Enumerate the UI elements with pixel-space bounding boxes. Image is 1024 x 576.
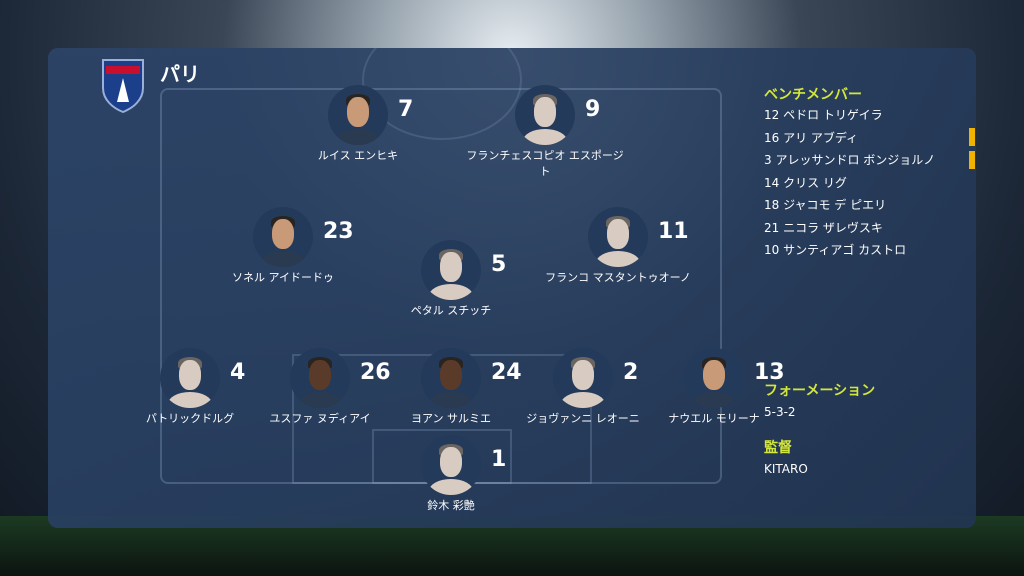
bench-item[interactable]: 18 ジャコモ デ ピエリ bbox=[764, 198, 887, 212]
player-slot[interactable]: 2 ジョヴァンニ レオーニ bbox=[523, 348, 643, 438]
player-slot[interactable]: 13 ナウエル モリーナ bbox=[654, 348, 785, 438]
player-name: ユスファ ヌディアイ bbox=[269, 412, 371, 425]
bench-item[interactable]: 21 ニコラ ザレヴスキ bbox=[764, 220, 883, 235]
player-slot[interactable]: 7 ルイス エンヒキ bbox=[298, 85, 418, 175]
player-avatar bbox=[421, 240, 481, 300]
bench-item[interactable]: 10 サンティアゴ カストロ bbox=[764, 243, 907, 257]
player-number: 2 bbox=[623, 360, 639, 385]
player-number: 11 bbox=[658, 219, 689, 244]
player-avatar bbox=[328, 85, 388, 145]
player-avatar bbox=[684, 348, 744, 408]
club-logo bbox=[102, 59, 144, 114]
side-info: ベンチメンバー 12 ペドロ トリゲイラ 16 アリ アブディ 3 アレッサンドロ … bbox=[764, 84, 964, 476]
player-number: 13 bbox=[754, 360, 785, 385]
player-name: ソネル アイドードゥ bbox=[232, 271, 334, 284]
bench-item[interactable]: 14 クリス リグ bbox=[764, 175, 847, 190]
manager-title: 監督 bbox=[764, 439, 792, 456]
player-slot[interactable]: 5 ペタル スチッチ bbox=[391, 240, 511, 330]
player-avatar bbox=[515, 85, 575, 145]
player-number: 7 bbox=[398, 97, 414, 122]
player-name: ジョヴァンニ レオーニ bbox=[526, 412, 640, 425]
player-number: 4 bbox=[230, 360, 246, 385]
team-name: パリ bbox=[160, 62, 200, 86]
player-name: ナウエル モリーナ bbox=[668, 412, 760, 425]
player-number: 23 bbox=[323, 219, 354, 244]
player-slot[interactable]: 24 ヨアン サルミエ bbox=[391, 348, 522, 438]
player-name: 鈴木 彩艶 bbox=[427, 499, 475, 512]
player-slot[interactable]: 4 パトリックドルグ bbox=[130, 348, 250, 438]
player-name: フランチェスコピオ エスポージト bbox=[466, 149, 624, 178]
lineup-panel: パリ 7 ルイス エンヒキ 9 フランチェスコピオ エスポージト 23 ソネル … bbox=[48, 48, 976, 528]
player-name: ペタル スチッチ bbox=[410, 304, 492, 317]
bench-marker bbox=[969, 128, 975, 146]
player-number: 26 bbox=[360, 360, 391, 385]
player-avatar bbox=[160, 348, 220, 408]
player-name: フランコ マスタントゥオーノ bbox=[545, 271, 691, 284]
player-number: 24 bbox=[491, 360, 522, 385]
player-slot[interactable]: 23 ソネル アイドードゥ bbox=[223, 207, 354, 297]
player-slot[interactable]: 11 フランコ マスタントゥオーノ bbox=[545, 207, 691, 297]
bench-item[interactable]: 3 アレッサンドロ ボンジョルノ bbox=[764, 153, 936, 167]
bench-item[interactable]: 16 アリ アブディ bbox=[764, 130, 859, 145]
player-avatar bbox=[253, 207, 313, 267]
player-name: ヨアン サルミエ bbox=[410, 412, 492, 425]
player-slot[interactable]: 1 鈴木 彩艶 bbox=[391, 435, 511, 525]
player-avatar bbox=[421, 435, 481, 495]
player-avatar bbox=[421, 348, 481, 408]
player-number: 1 bbox=[491, 447, 507, 472]
formation-value: 5-3-2 bbox=[764, 404, 796, 419]
player-avatar bbox=[553, 348, 613, 408]
player-avatar bbox=[290, 348, 350, 408]
player-slot[interactable]: 9 フランチェスコピオ エスポージト bbox=[466, 85, 624, 178]
player-slot[interactable]: 26 ユスファ ヌディアイ bbox=[260, 348, 391, 438]
bench-item[interactable]: 12 ペドロ トリゲイラ bbox=[764, 108, 883, 122]
manager-name: KITARO bbox=[764, 461, 808, 476]
player-name: パトリックドルグ bbox=[145, 412, 235, 425]
bench-marker bbox=[969, 151, 975, 169]
player-number: 5 bbox=[491, 252, 507, 277]
bench-list: 12 ペドロ トリゲイラ 16 アリ アブディ 3 アレッサンドロ ボンジョルノ 14… bbox=[764, 104, 964, 262]
bench-title: ベンチメンバー bbox=[764, 87, 862, 103]
player-number: 9 bbox=[585, 97, 601, 122]
player-avatar bbox=[588, 207, 648, 267]
player-name: ルイス エンヒキ bbox=[317, 149, 399, 162]
formation-title: フォーメーション bbox=[764, 382, 876, 399]
